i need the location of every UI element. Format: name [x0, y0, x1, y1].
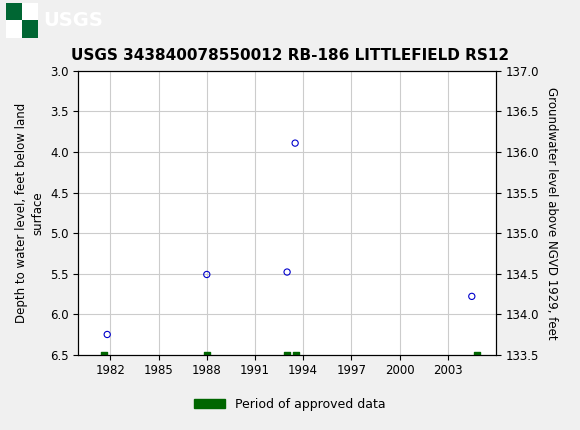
- Point: [202, 271, 212, 278]
- Point: [202, 351, 212, 358]
- Text: USGS: USGS: [44, 11, 103, 30]
- Y-axis label: Depth to water level, feet below land
surface: Depth to water level, feet below land su…: [16, 103, 45, 323]
- Point: [282, 351, 292, 358]
- Bar: [6, 20, 21, 37]
- Point: [99, 351, 108, 358]
- Bar: [22, 20, 38, 37]
- Bar: [22, 3, 38, 20]
- Bar: [6, 3, 21, 20]
- Legend: Period of approved data: Period of approved data: [189, 393, 391, 416]
- Point: [282, 269, 292, 276]
- Point: [103, 331, 112, 338]
- Y-axis label: Groundwater level above NGVD 1929, feet: Groundwater level above NGVD 1929, feet: [545, 86, 558, 339]
- Point: [472, 351, 481, 358]
- Point: [291, 140, 300, 147]
- Text: USGS 343840078550012 RB-186 LITTLEFIELD RS12: USGS 343840078550012 RB-186 LITTLEFIELD …: [71, 49, 509, 63]
- Point: [291, 351, 300, 358]
- Point: [467, 293, 476, 300]
